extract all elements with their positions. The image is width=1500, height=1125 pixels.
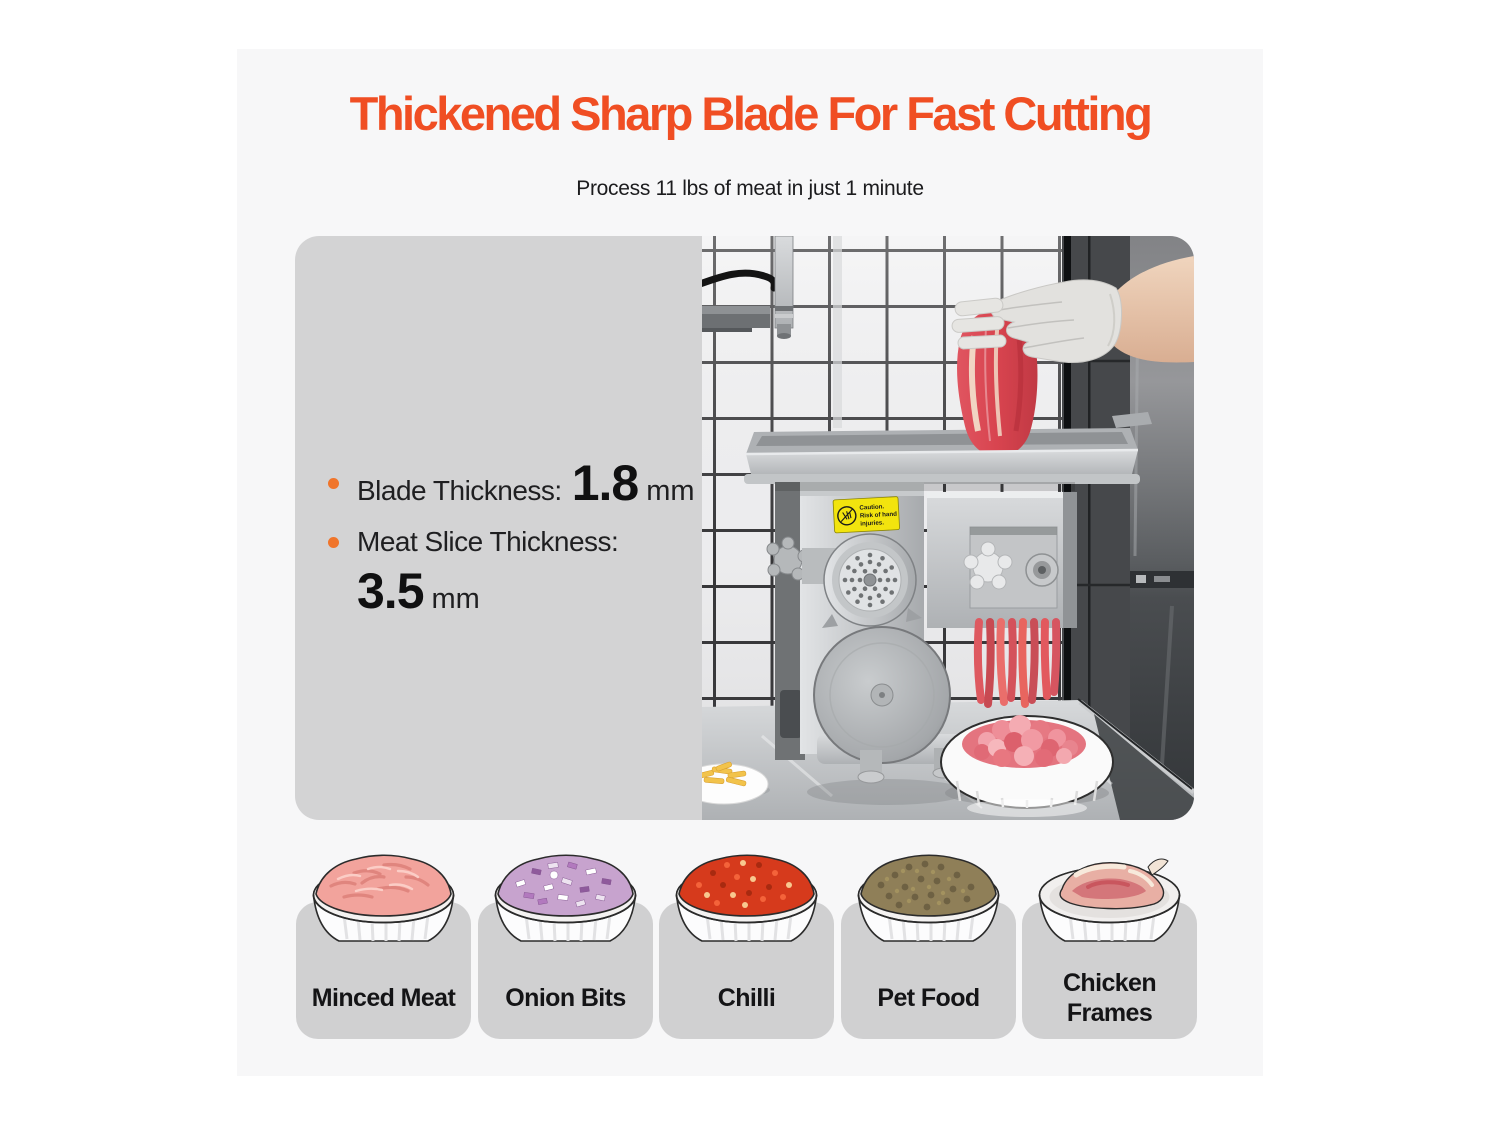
feed-tray-basin [746, 428, 1138, 454]
grinder-plate-holes [842, 552, 898, 608]
pet-food-bowl-image [851, 851, 1006, 946]
bullet-dot-icon [328, 536, 339, 548]
hero-photo: Caution. Risk of hand injuries. [702, 236, 1194, 820]
caution-line-3: injuries. [860, 519, 884, 527]
kitchen-shelf [702, 306, 770, 332]
power-switch [780, 690, 802, 738]
spec-value: 1.8 [571, 455, 640, 511]
spec-unit: mm [431, 583, 480, 615]
hero-panel: Blade Thickness: 1.8 mm Meat Slice Thick… [295, 236, 1194, 820]
tray-chute [1112, 412, 1152, 428]
spec-row-meat-slice-thickness: Meat Slice Thickness: [328, 526, 698, 558]
arm-skin [1105, 256, 1194, 363]
glove-fingers [951, 297, 1007, 350]
caution-line-1: Caution. [859, 503, 884, 511]
meat-pieces [962, 715, 1086, 768]
product-label: Onion Bits [505, 984, 626, 1012]
spec-row-blade-thickness: Blade Thickness: 1.8 mm [328, 454, 698, 512]
power-cable [702, 269, 778, 292]
onion-bits-bowl-image [488, 851, 643, 946]
spec-unit: mm [646, 475, 695, 507]
spec-label: Meat Slice Thickness: [357, 526, 619, 557]
grinder-head [766, 533, 922, 628]
product-label: Pet Food [877, 984, 980, 1012]
motor-disc [813, 626, 951, 764]
star-knob-inner [963, 541, 1013, 590]
chilli-bowl-image [669, 851, 824, 946]
page-subtitle: Process 11 lbs of meat in just 1 minute [576, 177, 924, 200]
fries-plate [702, 761, 770, 805]
spec-row-meat-slice-value: 3.5 mm [357, 562, 698, 620]
arm-with-glove [951, 256, 1194, 363]
chicken-frames-bowl-image [1032, 851, 1187, 946]
feed-tray-front [744, 412, 1152, 484]
minced-meat-bowl-image [306, 851, 461, 946]
caution-line-2: Risk of hand [860, 511, 898, 520]
meat-strips [973, 618, 1061, 708]
product-label: Minced Meat [311, 984, 456, 1012]
hand-warning-icon [837, 506, 857, 526]
cutting-head [927, 492, 1077, 628]
spec-list: Blade Thickness: 1.8 mm Meat Slice Thick… [328, 454, 698, 620]
spec-value: 3.5 [357, 563, 425, 619]
wall-pipe [833, 236, 842, 428]
product-label: Chicken Frames [1062, 969, 1157, 1027]
faucet [774, 236, 794, 339]
spec-label: Blade Thickness: [357, 475, 562, 506]
product-label: Chilli [717, 984, 776, 1012]
caution-sticker: Caution. Risk of hand injuries. [832, 496, 900, 534]
bullet-dot-icon [328, 477, 339, 489]
meat-plate [940, 715, 1114, 817]
page-title: Thickened Sharp Blade For Fast Cutting [349, 87, 1153, 140]
